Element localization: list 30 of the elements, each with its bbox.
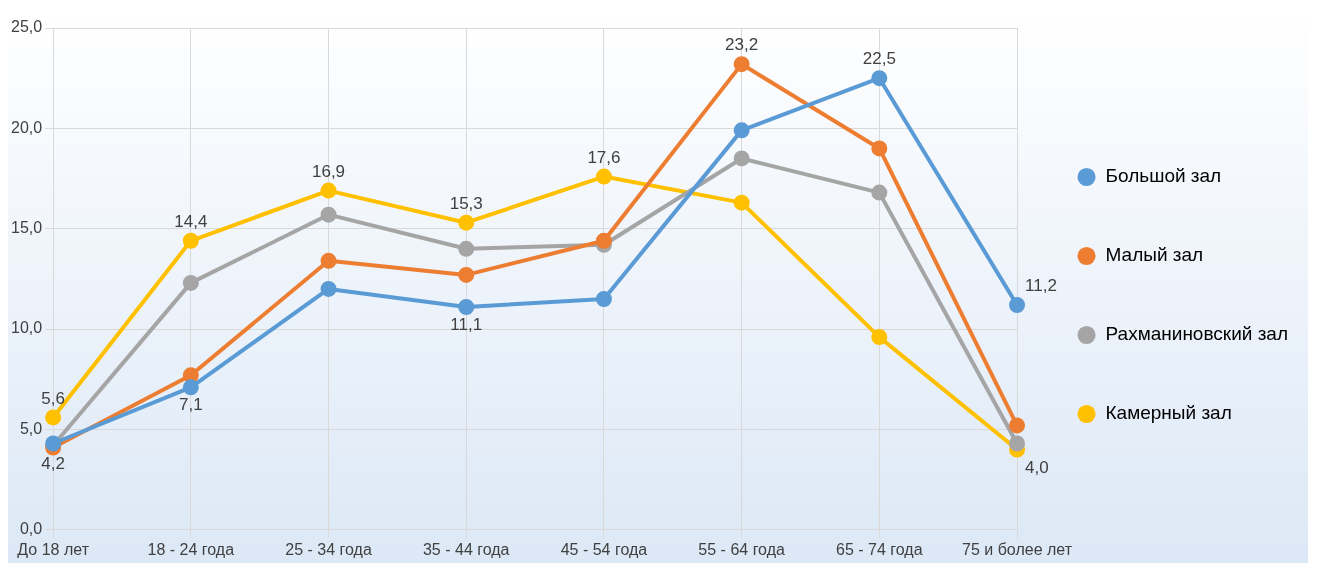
- data-label: 23,2: [725, 35, 759, 55]
- legend-label: Малый зал: [1105, 244, 1204, 266]
- x-tick-label: 55 - 64 года: [698, 540, 785, 558]
- legend-label: Рахманиновский зал: [1105, 323, 1288, 345]
- x-tick-label: 18 - 24 года: [147, 540, 235, 558]
- data-label: 11,1: [450, 315, 483, 335]
- x-tick-label: До 18 лет: [17, 540, 90, 558]
- data-label: 7,1: [179, 395, 203, 415]
- y-tick-label: 5,0: [19, 419, 43, 437]
- x-tick-label: 25 - 34 года: [285, 540, 372, 558]
- y-tick-label: 25,0: [11, 18, 43, 36]
- x-tick-label: 35 - 44 года: [422, 540, 510, 558]
- data-label: 16,9: [311, 161, 346, 181]
- y-tick-label: 0,0: [19, 520, 43, 538]
- data-label: 4,2: [41, 453, 65, 473]
- y-tick-label: 15,0: [11, 219, 43, 237]
- data-label: 11,2: [1025, 276, 1057, 296]
- data-label: 17,6: [587, 147, 621, 167]
- data-label: 14,4: [174, 211, 208, 231]
- legend-label: Большой зал: [1105, 165, 1222, 187]
- data-label: 22,5: [862, 49, 896, 69]
- data-label: 15,3: [449, 193, 483, 213]
- data-label: 4,0: [1025, 457, 1049, 477]
- y-tick-label: 10,0: [11, 319, 43, 337]
- x-tick-label: 45 - 54 года: [560, 540, 648, 558]
- x-tick-label: 65 - 74 года: [836, 540, 923, 558]
- data-label: 5,6: [41, 388, 65, 408]
- legend-label: Камерный зал: [1105, 402, 1232, 424]
- x-tick-label: 75 и более лет: [962, 540, 1073, 558]
- y-tick-label: 20,0: [11, 118, 43, 136]
